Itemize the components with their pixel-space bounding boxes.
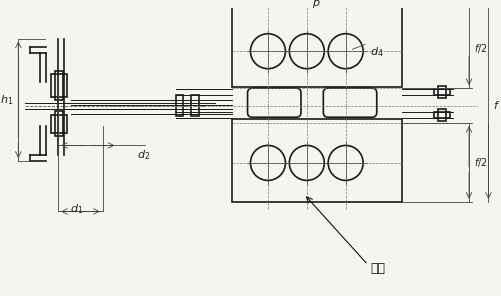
- Text: $f/2$: $f/2$: [474, 42, 487, 55]
- Text: $h_1$: $h_1$: [0, 93, 14, 107]
- Bar: [176, 95, 183, 116]
- Bar: [232, 7, 402, 87]
- Bar: [438, 110, 446, 121]
- Text: 见注: 见注: [370, 262, 385, 275]
- Bar: [51, 115, 67, 133]
- Bar: [434, 112, 449, 118]
- Text: $p$: $p$: [312, 0, 321, 10]
- Bar: [55, 71, 63, 100]
- Bar: [191, 95, 199, 116]
- Text: $f$: $f$: [493, 99, 500, 111]
- Bar: [55, 111, 63, 136]
- Bar: [438, 86, 446, 98]
- Text: $f/2$: $f/2$: [474, 156, 487, 169]
- Text: $d_4$: $d_4$: [370, 45, 384, 59]
- Bar: [434, 89, 449, 95]
- Bar: [51, 73, 67, 97]
- Bar: [232, 119, 402, 202]
- Text: $d_1$: $d_1$: [70, 202, 83, 216]
- Text: $d_2$: $d_2$: [137, 148, 150, 162]
